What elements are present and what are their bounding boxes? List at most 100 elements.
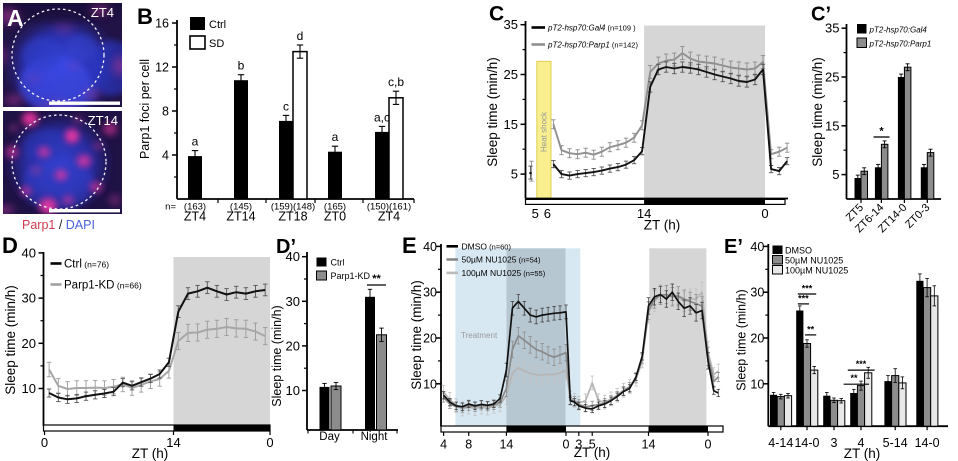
svg-text:**: ** — [807, 325, 815, 335]
svg-text:40: 40 — [22, 245, 36, 260]
svg-text:14: 14 — [642, 438, 656, 452]
svg-text:35: 35 — [504, 17, 518, 32]
svg-text:10: 10 — [286, 383, 300, 398]
svg-text:14-0: 14-0 — [794, 436, 819, 450]
svg-text:8: 8 — [162, 105, 169, 119]
svg-text:5: 5 — [589, 438, 596, 452]
svg-text:Treatment: Treatment — [461, 331, 498, 340]
svg-text:C: C — [489, 3, 504, 26]
svg-text:d: d — [297, 29, 304, 43]
svg-text:0: 0 — [41, 435, 48, 450]
svg-text:ZT (h): ZT (h) — [132, 446, 169, 461]
svg-text:15: 15 — [825, 118, 839, 133]
svg-text:B: B — [137, 4, 153, 29]
svg-text:ZT14: ZT14 — [226, 210, 255, 224]
svg-text:ZT0: ZT0 — [324, 210, 346, 224]
svg-text:E: E — [402, 233, 417, 258]
svg-text:D’: D’ — [276, 236, 296, 258]
svg-text:a: a — [332, 130, 339, 144]
svg-text:35: 35 — [825, 21, 839, 36]
svg-text:pT2-hsp70:Parp1 (n=142): pT2-hsp70:Parp1 (n=142) — [547, 41, 638, 50]
svg-text:4-14: 4-14 — [768, 436, 793, 450]
svg-text:30: 30 — [750, 286, 764, 300]
svg-text:Sleep time (min/h): Sleep time (min/h) — [409, 280, 424, 390]
svg-text:D: D — [2, 233, 18, 258]
svg-text:3: 3 — [831, 436, 838, 450]
svg-text:b: b — [238, 59, 245, 73]
svg-text:4: 4 — [440, 438, 447, 452]
svg-text:Night: Night — [361, 431, 389, 443]
svg-text:14: 14 — [499, 438, 513, 452]
svg-text:40: 40 — [750, 240, 764, 254]
svg-text:DMSO: DMSO — [785, 246, 812, 256]
svg-text:***: *** — [856, 359, 867, 369]
svg-text:4: 4 — [162, 149, 169, 163]
svg-text:ZT (h): ZT (h) — [574, 445, 611, 460]
svg-text:E’: E’ — [724, 236, 743, 258]
svg-text:Sleep time (min/h): Sleep time (min/h) — [735, 289, 749, 390]
svg-text:12: 12 — [155, 61, 169, 75]
svg-text:0: 0 — [266, 435, 273, 450]
svg-text:ZT (h): ZT (h) — [844, 446, 881, 461]
svg-text:Sleep time (min/h): Sleep time (min/h) — [810, 57, 825, 167]
svg-text:6: 6 — [544, 206, 551, 221]
svg-text:pT2-hsp70:Gal4 (n=109 ): pT2-hsp70:Gal4 (n=109 ) — [547, 24, 636, 33]
svg-text:14: 14 — [166, 435, 180, 450]
svg-text:40: 40 — [423, 240, 437, 254]
svg-text:5: 5 — [832, 167, 839, 182]
svg-text:5: 5 — [532, 206, 539, 221]
svg-text:ZT18: ZT18 — [278, 210, 307, 224]
svg-text:40: 40 — [286, 249, 300, 264]
svg-text:***: *** — [802, 284, 813, 294]
svg-text:0: 0 — [563, 438, 570, 452]
svg-text:DMSO (n=60): DMSO (n=60) — [462, 241, 512, 251]
svg-text:100µM NU1025 (n=55): 100µM NU1025 (n=55) — [462, 268, 546, 278]
svg-text:10: 10 — [22, 381, 36, 396]
svg-text:**: ** — [372, 273, 381, 285]
svg-text:20: 20 — [750, 332, 764, 346]
svg-text:0: 0 — [705, 438, 712, 452]
svg-text:30: 30 — [22, 291, 36, 306]
svg-text:14-0: 14-0 — [915, 436, 940, 450]
svg-text:20: 20 — [423, 332, 437, 346]
svg-text:a,c: a,c — [374, 110, 390, 124]
svg-text:Parp1-KD: Parp1-KD — [331, 271, 371, 281]
svg-text:Sleep time (min/h): Sleep time (min/h) — [485, 57, 500, 167]
svg-text:3: 3 — [575, 438, 582, 452]
svg-text:n=: n= — [165, 202, 176, 213]
svg-text:Day: Day — [319, 431, 340, 443]
svg-text:(163): (163) — [184, 202, 206, 213]
svg-text:a: a — [192, 135, 199, 149]
svg-text:20: 20 — [286, 338, 300, 353]
svg-text:ZT4: ZT4 — [184, 210, 206, 224]
svg-text:50µM NU1025: 50µM NU1025 — [785, 256, 843, 266]
svg-text:4: 4 — [858, 436, 865, 450]
svg-text:*: * — [879, 126, 884, 138]
svg-text:20: 20 — [22, 336, 36, 351]
svg-text:c,b: c,b — [388, 75, 404, 89]
svg-text:0: 0 — [761, 206, 768, 221]
svg-text:pT2-hsp70:Parp1: pT2-hsp70:Parp1 — [869, 40, 932, 49]
svg-text:ZT14: ZT14 — [88, 113, 118, 128]
svg-text:(150)(161): (150)(161) — [367, 202, 411, 213]
svg-text:***: *** — [798, 294, 809, 304]
svg-text:15: 15 — [504, 117, 518, 132]
svg-text:pT2-hsp70:Gal4: pT2-hsp70:Gal4 — [869, 26, 928, 35]
svg-text:25: 25 — [504, 67, 518, 82]
svg-text:ZT4: ZT4 — [91, 5, 114, 20]
svg-text:30: 30 — [286, 294, 300, 309]
svg-text:(165): (165) — [324, 202, 346, 213]
svg-text:14: 14 — [637, 206, 651, 221]
svg-text:(159)(148): (159)(148) — [271, 202, 315, 213]
svg-text:5: 5 — [511, 167, 518, 182]
svg-text:SD: SD — [209, 38, 224, 50]
svg-text:ZT0-3: ZT0-3 — [903, 202, 932, 231]
svg-text:25: 25 — [825, 70, 839, 85]
svg-text:50µM NU1025 (n=54): 50µM NU1025 (n=54) — [462, 255, 541, 265]
svg-text:Parp1-KD (n=66): Parp1-KD (n=66) — [64, 280, 142, 292]
svg-text:ZT4: ZT4 — [378, 210, 400, 224]
svg-text:Sleep time (min/h): Sleep time (min/h) — [270, 305, 284, 406]
svg-text:100µM NU1025: 100µM NU1025 — [785, 266, 848, 276]
svg-text:Parp1 / DAPI: Parp1 / DAPI — [22, 218, 95, 232]
svg-text:**: ** — [850, 373, 858, 383]
